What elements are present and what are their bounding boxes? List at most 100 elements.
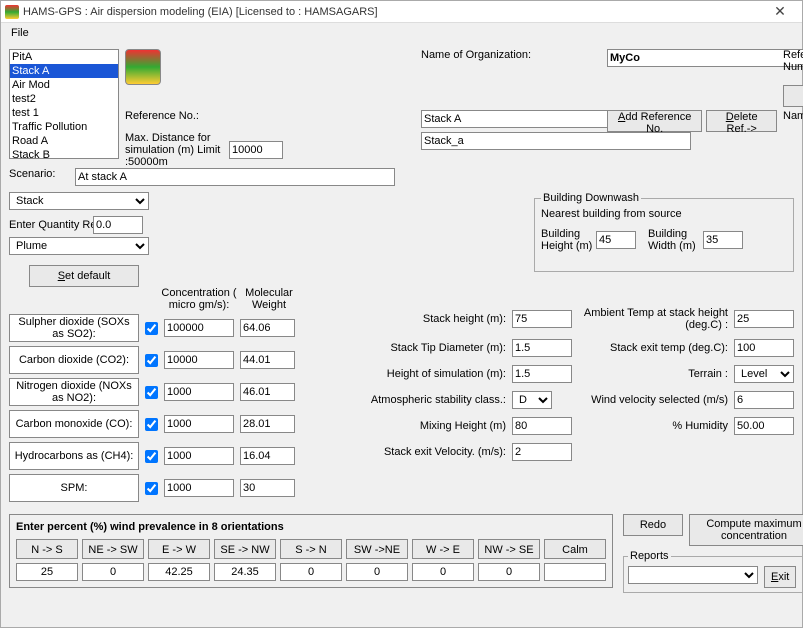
pollutant-check[interactable]: [145, 354, 158, 367]
windv-v[interactable]: [734, 391, 794, 409]
pollutant-mw[interactable]: [240, 415, 295, 433]
pollutant-name: Nitrogen dioxide (NOXs as NO2):: [9, 378, 139, 406]
wind-dir-value[interactable]: [478, 563, 540, 581]
scenario-input[interactable]: [75, 168, 395, 186]
wind-dir-header: NW -> SE: [478, 539, 540, 559]
terrain-select[interactable]: Level: [734, 365, 794, 383]
add-org-button[interactable]: Add New/Delete/Select Organization: [783, 85, 803, 107]
pollutant-name: SPM:: [9, 474, 139, 502]
windv-l: Wind velocity selected (m/s): [578, 394, 728, 406]
exit-temp-v[interactable]: [734, 339, 794, 357]
exitv-v[interactable]: [512, 443, 572, 461]
pollutant-check[interactable]: [145, 450, 158, 463]
stack-height-v[interactable]: [512, 310, 572, 328]
pollutant-name: Hydrocarbons as (CH4):: [9, 442, 139, 470]
amb-temp-v[interactable]: [734, 310, 794, 328]
app-window: HAMS-GPS : Air dispersion modeling (EIA)…: [0, 0, 803, 628]
pollutant-name: Carbon dioxide (CO2):: [9, 346, 139, 374]
release-mode-select[interactable]: Plume: [9, 237, 149, 255]
pollutant-mw[interactable]: [240, 351, 295, 369]
gas-label: Name of Gas:: [783, 110, 803, 132]
pollutant-mw[interactable]: [240, 447, 295, 465]
logo-icon: [125, 49, 161, 85]
pollutant-check[interactable]: [145, 418, 158, 431]
pollutant-conc[interactable]: [164, 479, 234, 497]
bld-h-label: Building Height (m): [541, 228, 596, 252]
pollutant-name: Sulpher dioxide (SOXs as SO2):: [9, 314, 139, 342]
redo-button[interactable]: Redo: [623, 514, 683, 536]
exit-temp-l: Stack exit temp (deg.C):: [578, 342, 728, 354]
app-icon: [5, 5, 19, 19]
wind-dir-header: SE -> NW: [214, 539, 276, 559]
bld-h-input[interactable]: [596, 231, 636, 249]
wind-dir-value[interactable]: [148, 563, 210, 581]
simh-l: Height of simulation (m):: [346, 368, 506, 380]
wind-dir-header: W -> E: [412, 539, 474, 559]
bld-w-input[interactable]: [703, 231, 743, 249]
window-title: HAMS-GPS : Air dispersion modeling (EIA)…: [23, 6, 762, 18]
hum-l: % Humidity: [578, 420, 728, 432]
set-default-button[interactable]: Set default: [29, 265, 139, 287]
stab-l: Atmospheric stability class.:: [346, 394, 506, 406]
pollutant-conc[interactable]: [164, 383, 234, 401]
delete-ref-button[interactable]: Delete Ref.->: [706, 110, 777, 132]
wind-dir-value[interactable]: [82, 563, 144, 581]
ref-item[interactable]: Stack B: [10, 148, 118, 159]
qty-input[interactable]: [93, 216, 143, 234]
menu-file[interactable]: File: [7, 27, 33, 39]
pollutant-check[interactable]: [145, 386, 158, 399]
gas-input[interactable]: [421, 132, 691, 150]
title-bar: HAMS-GPS : Air dispersion modeling (EIA)…: [1, 1, 802, 23]
release-type-select[interactable]: Stack: [9, 192, 149, 210]
max-dist-input[interactable]: [229, 141, 283, 159]
terrain-l: Terrain :: [578, 368, 728, 380]
tip-v[interactable]: [512, 339, 572, 357]
ref-item[interactable]: Stack A: [10, 64, 118, 78]
close-icon[interactable]: ✕: [762, 3, 798, 20]
ref-item[interactable]: Traffic Pollution Road A: [10, 120, 118, 148]
simh-v[interactable]: [512, 365, 572, 383]
wind-dir-value[interactable]: [280, 563, 342, 581]
ref-item[interactable]: Air Mod: [10, 78, 118, 92]
bld-w-label: Building Width (m): [648, 228, 703, 252]
pollutant-check[interactable]: [145, 322, 158, 335]
downwash-nearest: Nearest building from source: [541, 208, 787, 220]
pollutant-mw[interactable]: [240, 319, 295, 337]
reports-select[interactable]: [628, 566, 758, 584]
reference-listbox[interactable]: PitAStack AAir Modtest2test 1Traffic Pol…: [9, 49, 119, 159]
wind-dir-value[interactable]: [214, 563, 276, 581]
org-name-input[interactable]: [607, 49, 803, 67]
pollutant-name: Carbon monoxide (CO):: [9, 410, 139, 438]
add-ref-button[interactable]: Add Reference No.: [607, 110, 702, 132]
pollutant-conc[interactable]: [164, 319, 234, 337]
pollutant-check[interactable]: [145, 482, 158, 495]
pollutant-conc[interactable]: [164, 447, 234, 465]
pollutant-conc[interactable]: [164, 351, 234, 369]
stab-select[interactable]: D: [512, 391, 552, 409]
wind-dir-value[interactable]: [346, 563, 408, 581]
exit-button[interactable]: Exit: [764, 566, 796, 588]
wind-dir-value[interactable]: [412, 563, 474, 581]
refno-label: Reference No.:: [125, 110, 411, 132]
org-name-label: Name of Organization:: [421, 49, 597, 85]
pollutant-mw[interactable]: [240, 479, 295, 497]
pollutant-conc[interactable]: [164, 415, 234, 433]
compute-button[interactable]: Compute maximum concentration: [689, 514, 803, 546]
wind-dir-header: N -> S: [16, 539, 78, 559]
downwash-fieldset: Building Downwash Nearest building from …: [534, 192, 794, 272]
reports-legend: Reports: [628, 550, 671, 562]
wind-dir-header: NE -> SW: [82, 539, 144, 559]
ref-item[interactable]: PitA: [10, 50, 118, 64]
wind-dir-value[interactable]: [544, 563, 606, 581]
hum-v[interactable]: [734, 417, 794, 435]
ref-item[interactable]: test 1: [10, 106, 118, 120]
menu-bar: File: [1, 23, 802, 43]
mix-v[interactable]: [512, 417, 572, 435]
pollutant-mw[interactable]: [240, 383, 295, 401]
tip-l: Stack Tip Diameter (m):: [346, 342, 506, 354]
qty-label: Enter Quantity Released: [9, 219, 89, 231]
stack-height-l: Stack height (m):: [346, 313, 506, 325]
wind-dir-header: E -> W: [148, 539, 210, 559]
ref-item[interactable]: test2: [10, 92, 118, 106]
wind-dir-value[interactable]: [16, 563, 78, 581]
